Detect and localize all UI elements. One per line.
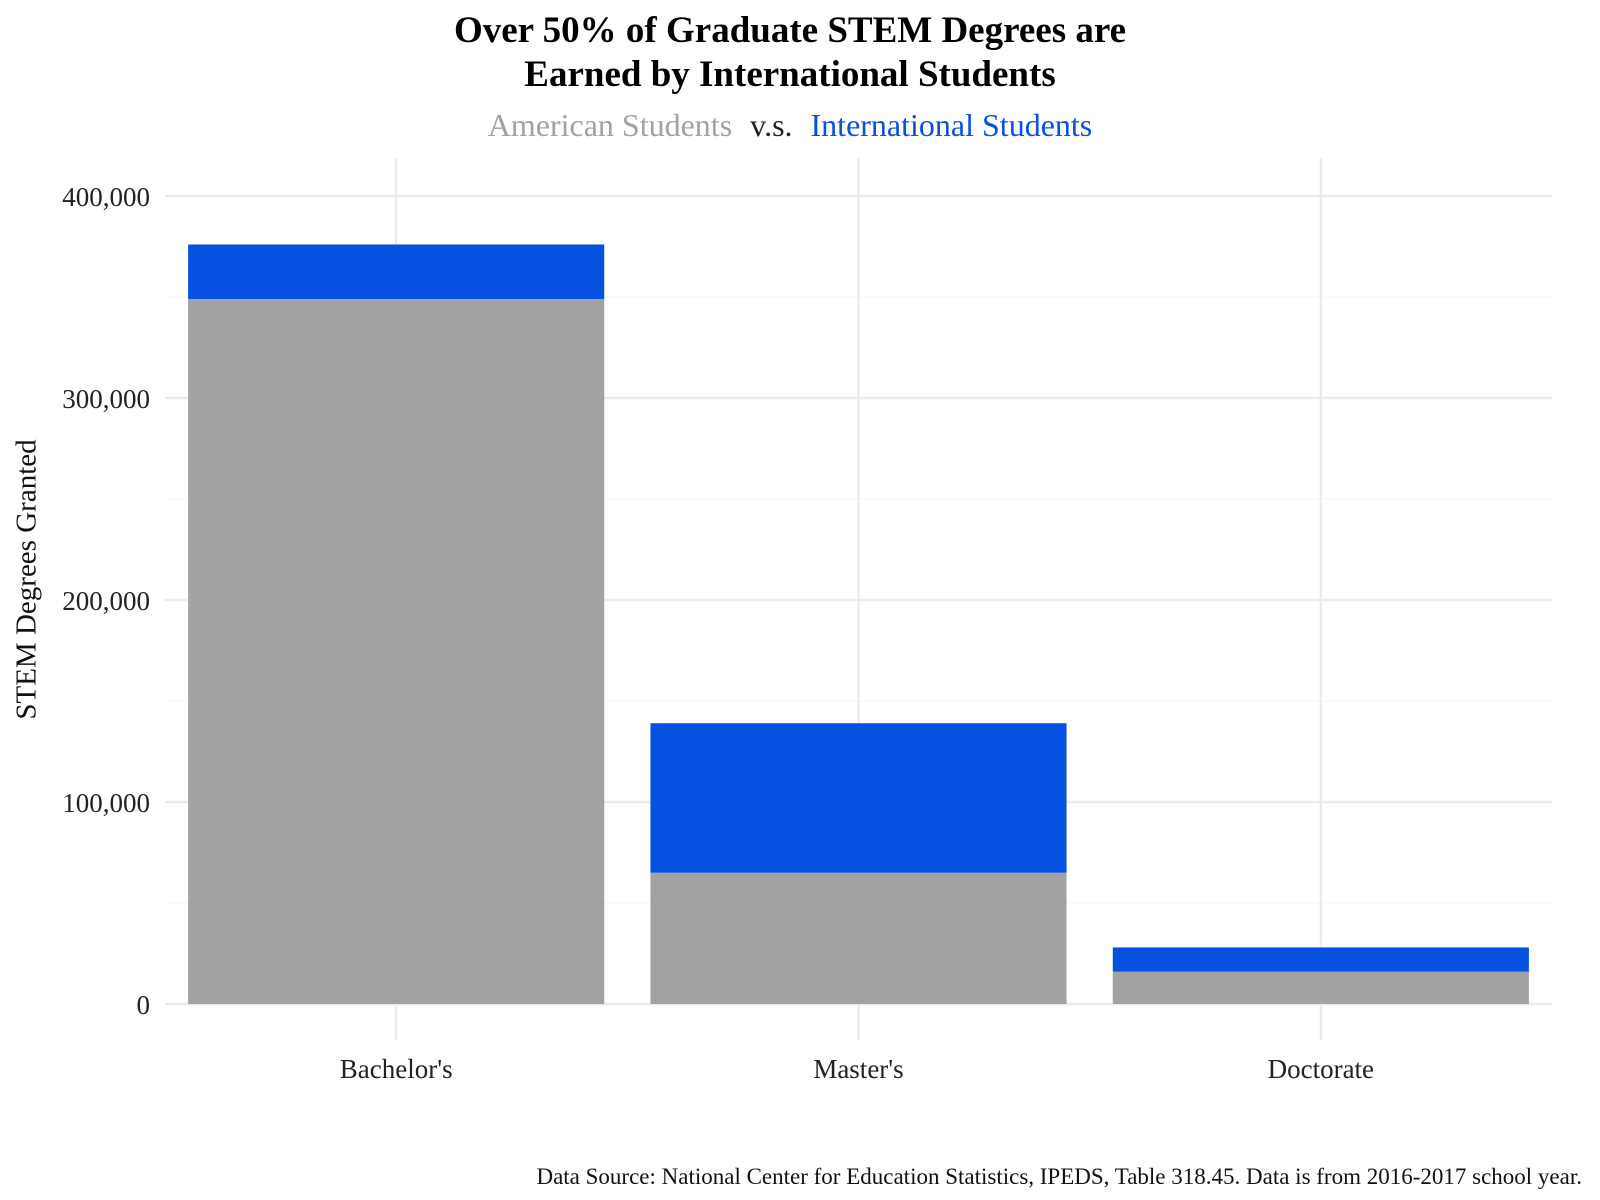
y-tick-label: 0 xyxy=(137,990,151,1020)
bar-international-2 xyxy=(1112,947,1529,972)
y-tick-label: 400,000 xyxy=(62,182,150,212)
chart-subtitle: American Students v.s. International Stu… xyxy=(0,106,1590,144)
y-tick-label: 300,000 xyxy=(62,384,150,414)
bar-international-1 xyxy=(650,723,1067,873)
bar-american-2 xyxy=(1112,971,1529,1004)
y-tick-label: 100,000 xyxy=(62,788,150,818)
chart-title-line-1: Over 50% of Graduate STEM Degrees are xyxy=(453,10,1127,51)
x-tick-label: Master's xyxy=(813,1054,903,1084)
chart-title-line-2: Earned by International Students xyxy=(524,54,1056,95)
data-source-caption: Data Source: National Center for Educati… xyxy=(536,1164,1582,1189)
subtitle-american-students: American Students xyxy=(487,107,733,143)
bar-international-0 xyxy=(188,244,605,300)
subtitle-vs: v.s. xyxy=(750,107,793,143)
subtitle-international-students: International Students xyxy=(810,107,1093,143)
bar-american-0 xyxy=(188,299,605,1004)
x-tick-label: Doctorate xyxy=(1268,1054,1374,1084)
bar-american-1 xyxy=(650,872,1067,1004)
y-tick-label: 200,000 xyxy=(62,586,150,616)
stacked-bar-chart: 0 100,000 200,000 300,000 400,000 Bachelor's M… xyxy=(62,158,1552,1084)
x-tick-label: Bachelor's xyxy=(340,1054,453,1084)
